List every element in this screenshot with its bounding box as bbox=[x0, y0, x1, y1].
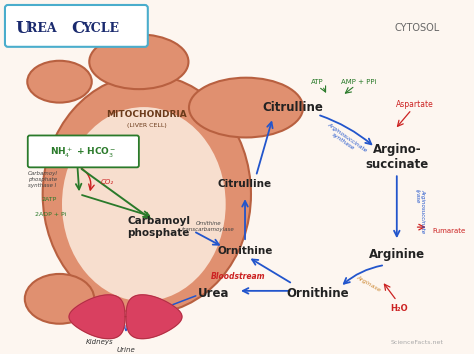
Text: (LIVER CELL): (LIVER CELL) bbox=[127, 123, 167, 128]
FancyBboxPatch shape bbox=[28, 136, 139, 167]
Text: Carbamoyl
phosphate: Carbamoyl phosphate bbox=[127, 216, 190, 238]
Text: Ornithine: Ornithine bbox=[218, 246, 273, 256]
Text: Carbamoyl
phosphate
synthase I: Carbamoyl phosphate synthase I bbox=[28, 171, 58, 188]
Text: 2ADP + Pi: 2ADP + Pi bbox=[35, 212, 66, 217]
Text: ScienceFacts.net: ScienceFacts.net bbox=[390, 340, 443, 345]
Text: REA: REA bbox=[27, 22, 61, 35]
Text: Ornithine: Ornithine bbox=[286, 287, 349, 300]
Polygon shape bbox=[126, 295, 182, 339]
Text: Kidneys: Kidneys bbox=[85, 339, 113, 345]
Text: Aspartate: Aspartate bbox=[396, 100, 434, 109]
Text: C: C bbox=[72, 21, 85, 38]
Text: CO₂: CO₂ bbox=[101, 179, 114, 185]
Text: 2ATP: 2ATP bbox=[42, 197, 57, 202]
Text: Urea: Urea bbox=[198, 287, 229, 300]
Text: Bloodstream: Bloodstream bbox=[211, 273, 265, 281]
Text: Citrulline: Citrulline bbox=[262, 101, 323, 114]
Ellipse shape bbox=[62, 107, 226, 301]
Text: AMP + PPi: AMP + PPi bbox=[341, 79, 377, 85]
Text: U: U bbox=[16, 21, 30, 38]
Text: H₂O: H₂O bbox=[390, 304, 408, 313]
FancyBboxPatch shape bbox=[5, 5, 148, 47]
Ellipse shape bbox=[89, 34, 189, 89]
Ellipse shape bbox=[43, 75, 251, 314]
Text: Argino-
succinate: Argino- succinate bbox=[365, 143, 428, 171]
Text: Citrulline: Citrulline bbox=[218, 179, 272, 189]
Text: YCLE: YCLE bbox=[82, 22, 119, 35]
Ellipse shape bbox=[189, 78, 303, 137]
Text: Fumarate: Fumarate bbox=[432, 228, 466, 234]
Text: ATP: ATP bbox=[311, 79, 324, 85]
Text: Arginine: Arginine bbox=[369, 247, 425, 261]
Text: CYTOSOL: CYTOSOL bbox=[394, 23, 439, 33]
Ellipse shape bbox=[25, 274, 94, 324]
Text: Arginosuccinate
synthase: Arginosuccinate synthase bbox=[323, 121, 368, 158]
Text: Arginase: Arginase bbox=[356, 275, 382, 293]
Text: Arginosuccinate
lyase: Arginosuccinate lyase bbox=[415, 189, 426, 233]
Text: Ornithine
transcarbamoylase: Ornithine transcarbamoylase bbox=[182, 221, 235, 232]
Ellipse shape bbox=[27, 61, 92, 103]
Text: NH$_4^+$ + HCO$_3^-$: NH$_4^+$ + HCO$_3^-$ bbox=[50, 145, 117, 160]
Text: MITOCHONDRIA: MITOCHONDRIA bbox=[107, 110, 187, 119]
Text: Urine: Urine bbox=[117, 347, 136, 353]
Polygon shape bbox=[69, 295, 125, 339]
